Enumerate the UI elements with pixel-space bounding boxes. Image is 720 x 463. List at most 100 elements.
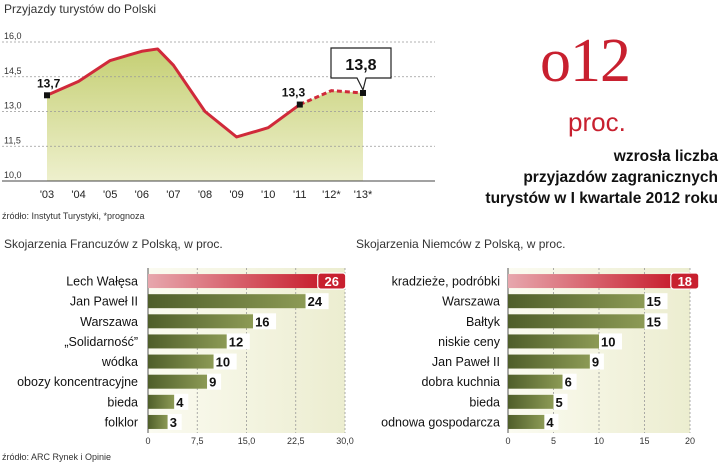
de-chart-bar: [508, 374, 563, 389]
headline-line-1: wzrosła liczba: [613, 148, 718, 165]
line-chart-source: źródło: Instytut Turystyki, *prognoza: [2, 211, 145, 221]
fr-chart-category-label: wódka: [101, 355, 138, 369]
line-y-tick-label: 16,0: [4, 31, 22, 41]
de-chart-x-tick-label: 10: [594, 436, 604, 446]
line-series-actual: [46, 47, 301, 139]
fr-chart-value-bg: [207, 373, 222, 390]
line-data-label: 13,7: [37, 76, 61, 90]
de-chart-x-tick-label: 5: [551, 436, 556, 446]
fr-chart-bar: [148, 334, 227, 349]
de-chart-value-label: 4: [546, 415, 554, 430]
de-chart-bar: [508, 294, 645, 309]
de-chart-value-bg: [589, 353, 604, 370]
de-chart-category-label: Jan Paweł II: [432, 355, 500, 369]
de-chart-value-bg: [599, 333, 622, 350]
line-x-tick-label: '09: [229, 189, 243, 201]
line-area-fill: [47, 48, 363, 182]
fr-chart-value-badge: [317, 272, 347, 290]
fr-chart-value-bg: [226, 333, 250, 350]
line-point-marker: [296, 101, 303, 108]
fr-chart-value-bg: [167, 413, 182, 430]
line-x-tick-label: '12*: [322, 189, 341, 201]
de-chart-value-label: 18: [678, 274, 692, 289]
fr-chart-value-label: 16: [255, 314, 269, 329]
fr-chart-category-label: obozy koncentracyjne: [17, 375, 138, 389]
line-data-label: 13,8: [345, 57, 376, 74]
de-chart-bar: [508, 354, 590, 369]
de-chart-value-bg: [553, 393, 568, 410]
fr-chart-category-label: Warszawa: [80, 315, 138, 329]
fr-chart-bar: [148, 414, 168, 429]
fr-chart-category-label: Lech Wałęsa: [66, 275, 138, 289]
line-chart-title: Przyjazdy turystów do Polski: [4, 2, 156, 16]
fr-chart-category-label: „Solidarność”: [64, 335, 138, 349]
line-x-tick-label: '10: [261, 189, 275, 201]
fr-chart-value-label: 4: [176, 395, 184, 410]
fr-chart-value-label: 24: [308, 294, 323, 309]
line-callout-box: [330, 47, 392, 92]
fr-chart-value-label: 9: [209, 375, 216, 390]
line-x-tick-label: '07: [166, 189, 180, 201]
fr-chart-x-tick-label: 0: [145, 436, 150, 446]
fr-chart-source: źródło: ARC Rynek i Opinie: [2, 452, 111, 462]
fr-chart-value-bg: [174, 393, 189, 410]
fr-chart-value-label: 10: [216, 355, 230, 370]
fr-chart-bar: [148, 294, 306, 309]
headline-line-2: przyjazdów zagranicznych: [523, 169, 718, 186]
line-series-forecast: [299, 89, 364, 106]
de-chart-bar: [508, 414, 545, 429]
fr-chart-category-label: folklor: [105, 415, 138, 429]
de-chart-value-label: 15: [647, 294, 661, 309]
fr-chart-bar: [148, 394, 175, 409]
line-x-tick-label: '05: [103, 189, 117, 201]
line-point-marker: [360, 89, 366, 96]
fr-chart-x-tick-label: 30,0: [336, 436, 354, 446]
fr-chart-x-tick-label: 7,5: [191, 436, 204, 446]
headline-line-3: turystów w I kwartale 2012 roku: [485, 190, 718, 207]
de-chart-bar: [508, 314, 645, 329]
line-x-tick-label: '04: [71, 189, 85, 201]
fr-chart-bar: [148, 274, 319, 289]
de-chart-x-tick-label: 0: [505, 436, 510, 446]
de-chart-value-label: 6: [565, 375, 572, 390]
line-data-label: 13,3: [282, 86, 306, 100]
fr-chart-value-label: 26: [324, 274, 338, 289]
line-point-marker: [44, 92, 50, 99]
line-y-tick-label: 13,0: [4, 101, 22, 111]
de-chart-title: Skojarzenia Niemców z Polską, w proc.: [356, 237, 565, 251]
line-y-tick-label: 10,0: [4, 170, 22, 180]
fr-chart-value-bg: [253, 313, 277, 330]
line-x-tick-label: '06: [135, 189, 149, 201]
headline-unit: proc.: [568, 107, 626, 137]
de-chart-value-label: 15: [647, 314, 661, 329]
de-chart-bar: [508, 274, 672, 289]
de-chart-value-label: 5: [556, 395, 563, 410]
headline-number: o12: [540, 27, 631, 95]
de-chart-x-tick-label: 15: [639, 436, 649, 446]
de-chart-bar: [508, 394, 554, 409]
de-chart-category-label: dobra kuchnia: [421, 375, 500, 389]
fr-chart-value-bg: [305, 293, 329, 310]
de-chart-value-label: 10: [601, 334, 615, 349]
line-y-tick-label: 14,5: [4, 66, 22, 76]
de-chart-category-label: bieda: [469, 395, 500, 409]
fr-chart-title: Skojarzenia Francuzów z Polską, w proc.: [4, 237, 223, 251]
fr-chart-bar: [148, 354, 214, 369]
fr-chart-bar: [148, 374, 208, 389]
de-chart-value-label: 9: [592, 355, 599, 370]
de-chart-category-label: Bałtyk: [466, 315, 501, 329]
fr-chart-category-label: bieda: [107, 395, 138, 409]
de-chart-value-badge: [670, 272, 700, 290]
fr-chart-value-label: 3: [170, 415, 177, 430]
headline-text: wzrosła liczba przyjazdów zagranicznych …: [470, 146, 718, 209]
de-chart-bar: [508, 334, 599, 349]
fr-chart-category-label: Jan Paweł II: [70, 295, 138, 309]
line-y-tick-label: 11,5: [4, 135, 21, 145]
de-chart-category-label: kradzieże, podróbki: [392, 275, 500, 289]
fr-chart-bar: [148, 314, 254, 329]
fr-chart-x-tick-label: 22,5: [287, 436, 305, 446]
line-x-tick-label: '03: [40, 189, 54, 201]
line-x-tick-label: '13*: [354, 189, 373, 201]
de-chart-value-bg: [644, 293, 668, 310]
